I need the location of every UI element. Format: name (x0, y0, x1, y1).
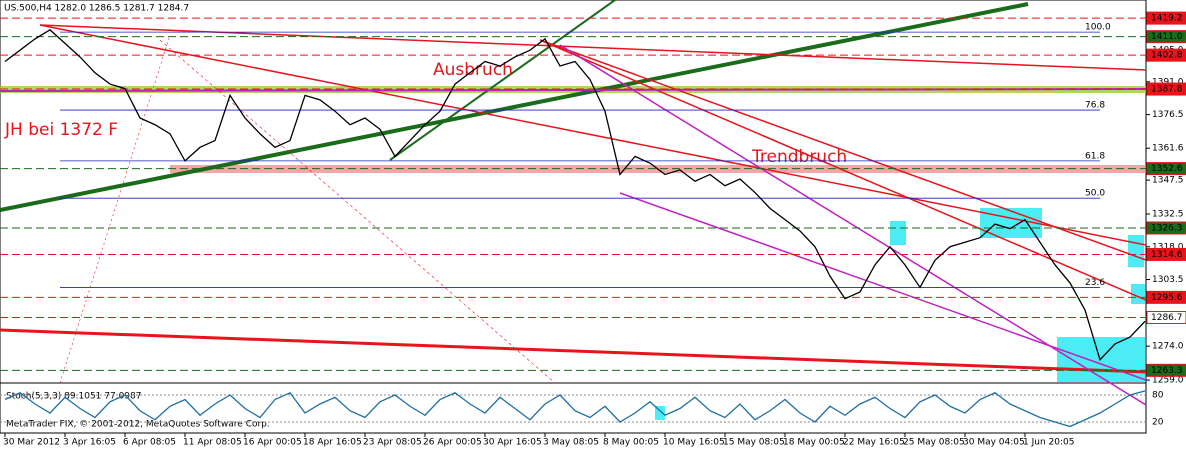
y-tick-label: 1332.5 (1152, 209, 1184, 219)
x-tick-label: 11 Apr 08:05 (183, 438, 242, 448)
annotation: Trendbruch (751, 147, 847, 167)
stoch-title: Stoch(5,3,3) 89.1051 77.0987 (6, 392, 141, 402)
level-label: 1286.7 (1151, 313, 1183, 323)
level-box (1146, 363, 1186, 377)
y-tick-label: 1259.0 (1152, 376, 1184, 386)
level-label: 1295.6 (1151, 293, 1183, 303)
x-tick-label: 22 May 16:05 (843, 438, 905, 448)
x-tick-label: 6 Apr 08:05 (123, 438, 176, 448)
x-tick-label: 25 May 08:05 (903, 438, 965, 448)
y-tick-label: 1376.5 (1152, 110, 1184, 120)
fib-label: 61.8 (1085, 151, 1105, 161)
y-tick-label: 1274.0 (1152, 342, 1184, 352)
fib-label: 76.8 (1085, 101, 1105, 111)
x-tick-label: 18 Apr 16:05 (303, 438, 362, 448)
level-box (1146, 48, 1186, 62)
fib-label: 100.0 (1085, 23, 1111, 33)
x-tick-label: 16 Apr 00:05 (243, 438, 302, 448)
level-box (1146, 82, 1186, 96)
y-tick-label: 1303.5 (1152, 275, 1184, 285)
x-tick-label: 23 Apr 08:05 (363, 438, 422, 448)
level-label: 1263.3 (1151, 366, 1183, 376)
y-tick-label: 1318.0 (1152, 242, 1184, 252)
level-box (1146, 11, 1186, 25)
x-tick-label: 15 May 08:05 (723, 438, 785, 448)
y-tick-label: 1361.6 (1152, 144, 1184, 154)
fib-label: 23.6 (1085, 278, 1105, 288)
plot-frame (0, 0, 1147, 434)
footer: MetaTrader FIX, © 2001-2012, MetaQuotes … (6, 420, 270, 430)
x-tick-label: 3 Apr 16:05 (63, 438, 116, 448)
level-label: 1352.6 (1151, 164, 1183, 174)
fib-label: 50.0 (1085, 189, 1105, 199)
stoch-line (4, 390, 1146, 428)
level-box (1146, 247, 1186, 261)
level-label: 1411.0 (1151, 32, 1183, 42)
level-box (1146, 30, 1186, 44)
level-box (1146, 310, 1186, 324)
level-box (1146, 162, 1186, 176)
level-box (1146, 221, 1186, 235)
level-label: 1402.8 (1151, 51, 1183, 61)
level-label: 1419.2 (1151, 14, 1183, 24)
x-tick-label: 26 Apr 00:05 (423, 438, 482, 448)
x-tick-label: 30 May 04:05 (963, 438, 1025, 448)
level-label: 1326.3 (1151, 224, 1183, 234)
annotation: JH bei 1372 F (4, 120, 118, 140)
chart-title: US.500,H4 1282.0 1286.5 1281.7 1284.7 (4, 4, 189, 14)
x-tick-label: 1 Jun 20:05 (1023, 438, 1074, 448)
x-tick-label: 3 May 08:05 (543, 438, 599, 448)
price-line (4, 29, 1146, 361)
level-label: 1314.6 (1151, 250, 1183, 260)
x-tick-label: 30 Apr 16:05 (483, 438, 542, 448)
y-tick-label: 1347.5 (1152, 176, 1184, 186)
y-tick-label: 1391.0 (1152, 77, 1184, 87)
stoch-tick-label: 80 (1152, 391, 1164, 401)
x-tick-label: 8 May 00:05 (603, 438, 659, 448)
x-tick-label: 30 Mar 2012 (3, 438, 60, 448)
x-tick-label: 10 May 16:05 (663, 438, 725, 448)
level-label: 1387.8 (1151, 85, 1183, 95)
level-box (1146, 290, 1186, 304)
x-tick-label: 18 May 00:05 (783, 438, 845, 448)
stoch-tick-label: 20 (1152, 418, 1164, 428)
